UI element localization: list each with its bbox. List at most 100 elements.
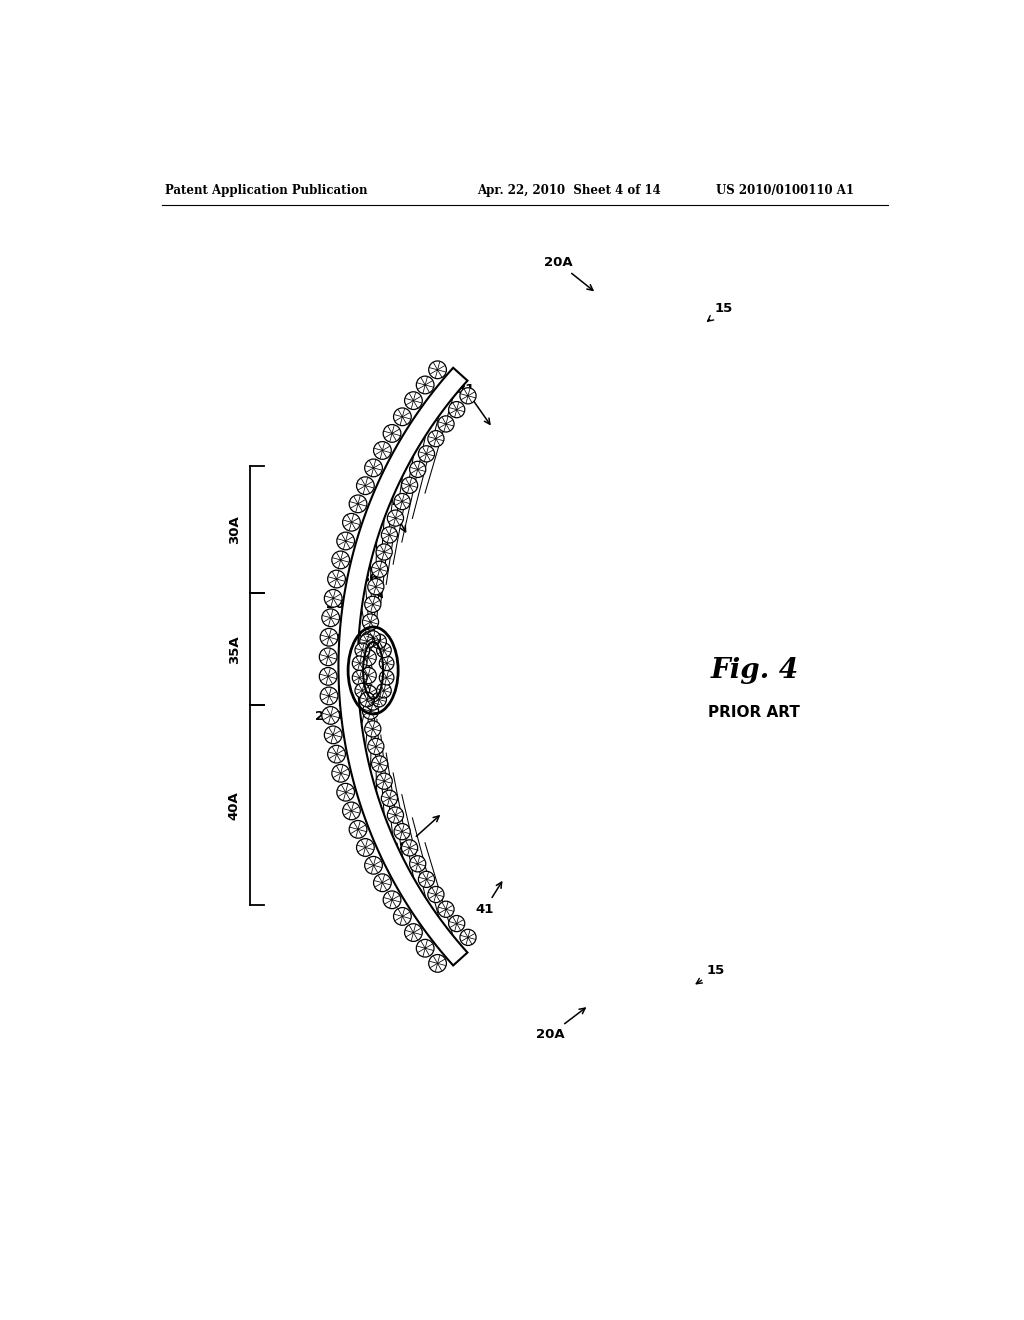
Circle shape — [332, 550, 349, 569]
Circle shape — [365, 721, 381, 737]
Circle shape — [460, 388, 476, 404]
Text: 20A: 20A — [544, 256, 593, 290]
Circle shape — [352, 671, 367, 685]
Circle shape — [321, 688, 338, 705]
Circle shape — [360, 668, 376, 684]
Circle shape — [404, 392, 422, 409]
Circle shape — [319, 668, 337, 685]
Circle shape — [393, 908, 412, 925]
Circle shape — [325, 726, 342, 743]
Circle shape — [321, 628, 338, 645]
Circle shape — [429, 954, 446, 973]
Circle shape — [387, 510, 403, 527]
Circle shape — [460, 929, 476, 945]
Circle shape — [381, 791, 397, 807]
Polygon shape — [339, 368, 468, 965]
Circle shape — [410, 855, 426, 873]
Circle shape — [368, 578, 384, 595]
Circle shape — [343, 513, 360, 531]
Text: 24A: 24A — [315, 697, 347, 723]
Text: 15: 15 — [708, 302, 732, 321]
Circle shape — [419, 446, 434, 462]
Circle shape — [356, 477, 374, 495]
Circle shape — [383, 891, 400, 908]
Circle shape — [449, 916, 465, 932]
Circle shape — [365, 597, 381, 612]
Circle shape — [379, 671, 394, 685]
Circle shape — [417, 940, 434, 957]
Circle shape — [328, 570, 345, 587]
Circle shape — [337, 783, 354, 801]
Circle shape — [401, 840, 418, 855]
Circle shape — [360, 649, 376, 665]
Circle shape — [349, 821, 367, 838]
Circle shape — [372, 634, 386, 648]
Circle shape — [332, 764, 349, 783]
Text: PRIOR ART: PRIOR ART — [709, 705, 800, 721]
Circle shape — [322, 706, 340, 725]
Circle shape — [372, 756, 388, 772]
Circle shape — [377, 684, 391, 698]
Text: 40A: 40A — [227, 791, 241, 820]
Circle shape — [393, 408, 412, 425]
Circle shape — [438, 416, 454, 432]
Text: 30A: 30A — [227, 516, 241, 544]
Text: 25A: 25A — [374, 495, 406, 532]
Text: 26A: 26A — [326, 598, 358, 622]
Text: 20A: 20A — [536, 1008, 585, 1041]
Text: Patent Application Publication: Patent Application Publication — [165, 185, 368, 197]
Circle shape — [379, 656, 394, 671]
Text: 28A: 28A — [389, 816, 439, 854]
Text: 15: 15 — [696, 964, 725, 983]
Circle shape — [328, 746, 345, 763]
Text: 37: 37 — [324, 634, 349, 652]
Circle shape — [360, 632, 377, 648]
Circle shape — [394, 494, 411, 510]
Text: US 2010/0100110 A1: US 2010/0100110 A1 — [716, 185, 854, 197]
Circle shape — [365, 459, 382, 477]
Circle shape — [394, 824, 411, 840]
Circle shape — [362, 614, 379, 630]
Text: 35A: 35A — [227, 635, 241, 664]
Circle shape — [374, 874, 391, 891]
Circle shape — [417, 376, 434, 393]
Circle shape — [383, 425, 400, 442]
Circle shape — [359, 692, 375, 708]
Circle shape — [325, 590, 342, 607]
Circle shape — [428, 430, 444, 446]
Circle shape — [376, 774, 392, 789]
Circle shape — [365, 857, 382, 874]
Circle shape — [355, 643, 370, 657]
Circle shape — [401, 478, 418, 494]
Circle shape — [359, 634, 375, 648]
Circle shape — [319, 648, 337, 665]
Circle shape — [368, 738, 384, 755]
Circle shape — [376, 544, 392, 560]
Circle shape — [360, 685, 377, 701]
Text: Fig. 4: Fig. 4 — [711, 657, 799, 684]
Circle shape — [372, 692, 386, 708]
Circle shape — [362, 704, 379, 719]
Circle shape — [343, 803, 360, 820]
Circle shape — [381, 527, 397, 543]
Circle shape — [355, 684, 370, 698]
Circle shape — [356, 838, 374, 857]
Circle shape — [387, 807, 403, 824]
Circle shape — [374, 442, 391, 459]
Circle shape — [429, 360, 446, 379]
Circle shape — [438, 902, 454, 917]
Circle shape — [366, 631, 381, 645]
Circle shape — [449, 401, 465, 417]
Text: 31: 31 — [457, 383, 489, 424]
Circle shape — [366, 696, 381, 710]
Circle shape — [410, 461, 426, 478]
Circle shape — [404, 924, 422, 941]
Circle shape — [428, 887, 444, 903]
Text: 41: 41 — [475, 882, 502, 916]
Text: Apr. 22, 2010  Sheet 4 of 14: Apr. 22, 2010 Sheet 4 of 14 — [477, 185, 660, 197]
Circle shape — [352, 656, 367, 671]
Text: 36: 36 — [360, 572, 382, 598]
Circle shape — [377, 643, 391, 657]
Circle shape — [322, 609, 340, 627]
Circle shape — [337, 532, 354, 550]
